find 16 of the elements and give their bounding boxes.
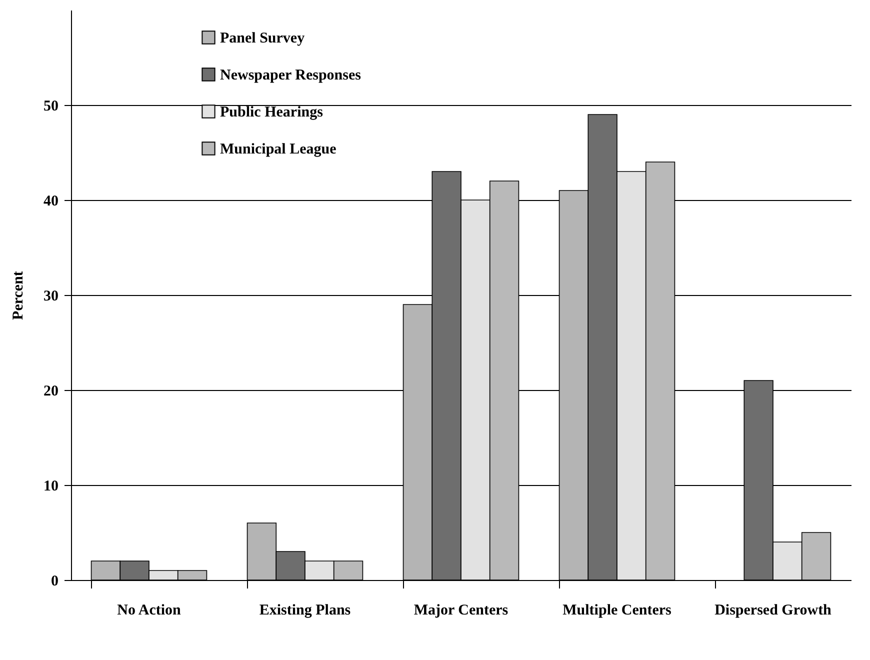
x-tick-label: Major Centers	[414, 602, 508, 618]
legend-label: Panel Survey	[220, 30, 306, 46]
x-tick-label: Dispersed Growth	[714, 602, 832, 618]
y-tick-label: 10	[44, 478, 58, 494]
legend-label: Newspaper Responses	[220, 68, 362, 84]
y-tick-label: 30	[44, 288, 58, 304]
y-tick-label: 20	[44, 384, 58, 400]
legend-label: Public Hearings	[220, 104, 324, 120]
y-tick-label: 0	[51, 574, 58, 590]
legend-label: Municipal League	[220, 142, 337, 158]
x-tick-label: Existing Plans	[259, 602, 351, 618]
y-tick-label: 40	[44, 194, 58, 210]
x-tick-label: No Action	[117, 602, 182, 618]
x-tick-label: Multiple Centers	[562, 602, 672, 618]
y-tick-label: 50	[44, 98, 58, 114]
y-axis-title: Percent	[10, 271, 26, 320]
